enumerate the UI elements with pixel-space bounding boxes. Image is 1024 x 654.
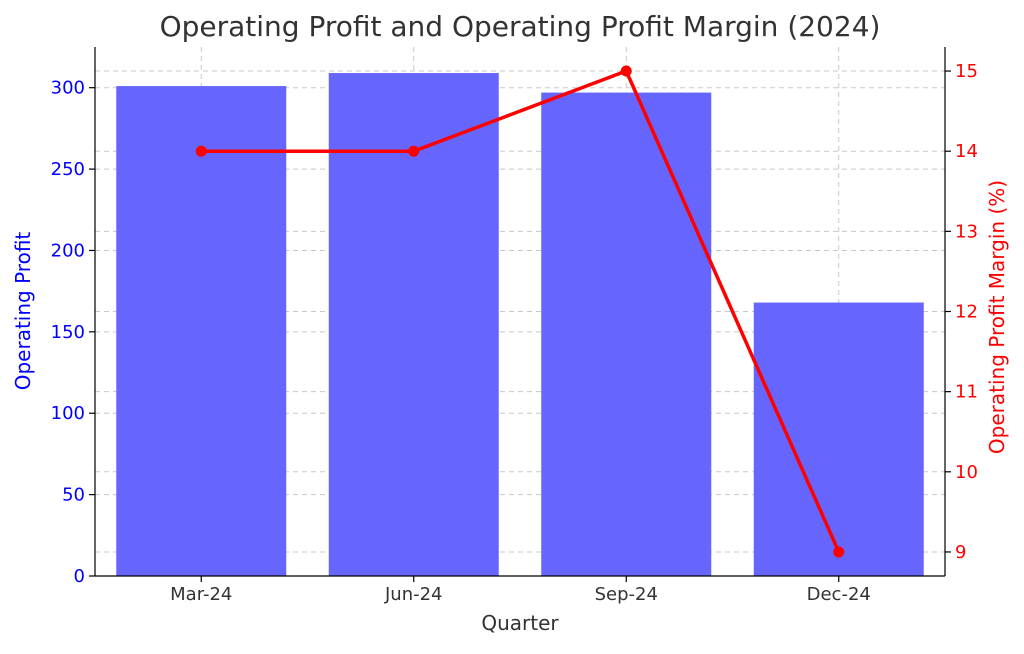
left-y-tick-label: 250 [51, 159, 85, 180]
left-y-tick-label: 300 [51, 78, 85, 99]
margin-point-mar-24 [195, 145, 207, 157]
x-axis-label: Quarter [481, 611, 559, 635]
right-y-tick-label: 12 [955, 302, 978, 323]
margin-point-dec-24 [833, 546, 845, 558]
right-y-tick-label: 13 [955, 221, 978, 242]
left-y-tick-label: 150 [51, 322, 85, 343]
left-y-tick-label: 200 [51, 240, 85, 261]
line-layer [195, 65, 845, 558]
margin-point-jun-24 [408, 145, 420, 157]
right-y-tick-label: 15 [955, 61, 978, 82]
x-tick-label: Dec-24 [807, 584, 871, 605]
tick-layer: Mar-24 Jun-24 Sep-24 Dec-24 0 50 100 150 200 250 3… [51, 61, 978, 605]
right-y-tick-label: 10 [955, 462, 978, 483]
bar-mar-24 [116, 86, 287, 577]
margin-line [201, 69, 841, 553]
right-y-tick-label: 9 [955, 542, 966, 563]
left-y-tick-label: 100 [51, 403, 85, 424]
x-tick-label: Jun-24 [384, 584, 443, 605]
left-y-tick-label: 50 [62, 485, 85, 506]
margin-point-sep-24 [620, 65, 632, 77]
bar-layer [116, 73, 924, 577]
right-y-tick-label: 11 [955, 382, 978, 403]
bar-sep-24 [541, 92, 712, 577]
x-tick-label: Mar-24 [170, 584, 232, 605]
x-tick-label: Sep-24 [595, 584, 658, 605]
right-y-tick-label: 14 [955, 141, 978, 162]
bar-jun-24 [328, 73, 499, 576]
right-y-axis-label: Operating Profit Margin (%) [985, 180, 1009, 454]
chart-title: Operating Profit and Operating Profit Ma… [160, 10, 881, 43]
left-y-axis-label: Operating Profit [11, 232, 35, 391]
bar-dec-24 [753, 302, 924, 576]
left-y-tick-label: 0 [74, 566, 85, 587]
